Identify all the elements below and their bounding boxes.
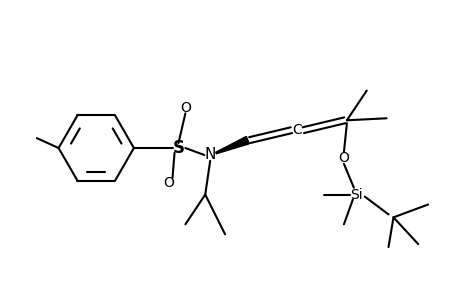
Text: O: O [163,176,174,190]
Polygon shape [215,136,249,154]
Text: S: S [172,139,184,157]
Text: C: C [292,123,302,137]
Text: O: O [179,101,190,116]
Text: O: O [338,151,349,165]
Text: N: N [204,148,215,163]
Text: Si: Si [350,188,362,202]
